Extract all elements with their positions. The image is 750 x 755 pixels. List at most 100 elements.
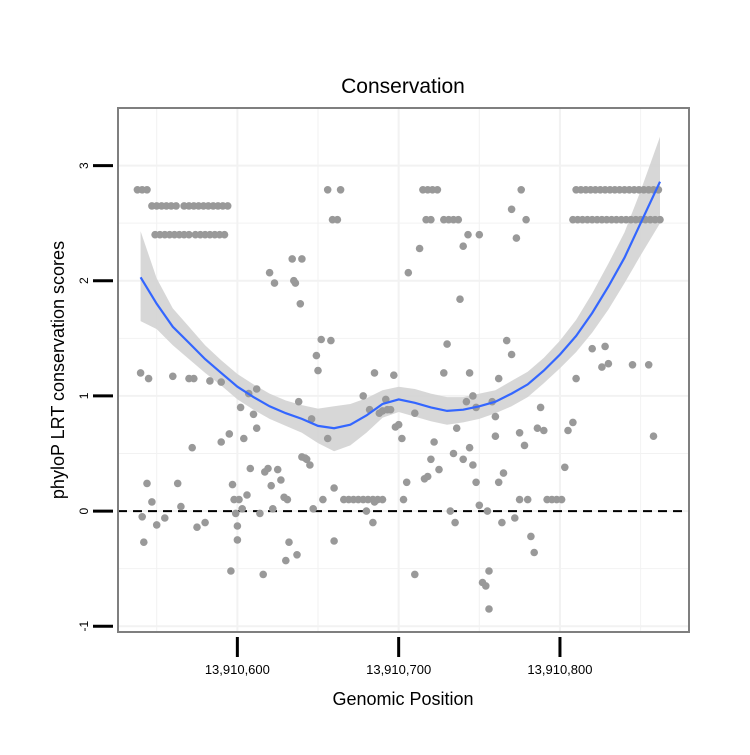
chart-title: Conservation bbox=[341, 75, 465, 98]
data-point bbox=[240, 434, 248, 443]
data-point bbox=[330, 537, 338, 545]
data-point bbox=[206, 377, 214, 385]
data-point bbox=[238, 505, 246, 513]
data-point bbox=[511, 514, 519, 522]
data-point bbox=[231, 509, 240, 518]
data-point bbox=[302, 455, 311, 464]
data-point bbox=[536, 403, 545, 412]
data-point bbox=[415, 244, 424, 253]
data-point bbox=[362, 507, 371, 515]
data-point bbox=[243, 491, 251, 499]
confidence-band bbox=[140, 136, 661, 452]
data-point bbox=[433, 186, 442, 194]
data-point bbox=[246, 464, 255, 473]
data-point bbox=[402, 478, 411, 487]
data-point bbox=[296, 300, 305, 308]
data-point bbox=[475, 501, 484, 510]
data-point bbox=[294, 397, 303, 406]
data-point bbox=[394, 420, 403, 429]
data-point bbox=[233, 522, 242, 530]
data-point bbox=[312, 351, 321, 360]
data-point bbox=[649, 432, 658, 441]
data-point bbox=[485, 605, 493, 613]
data-point bbox=[227, 567, 235, 575]
data-point bbox=[177, 502, 185, 511]
data-point bbox=[502, 336, 511, 345]
data-point bbox=[628, 361, 637, 369]
data-point bbox=[256, 509, 264, 518]
data-point bbox=[309, 505, 318, 513]
data-point bbox=[604, 359, 613, 368]
confidence-band-layer bbox=[140, 136, 661, 452]
data-point bbox=[307, 415, 316, 423]
data-point bbox=[522, 215, 530, 224]
data-point bbox=[530, 548, 538, 557]
data-point bbox=[435, 465, 443, 474]
data-point bbox=[252, 424, 261, 433]
x-tick-label: 13,910,800 bbox=[527, 662, 592, 677]
data-point bbox=[515, 495, 524, 504]
data-point bbox=[288, 255, 297, 263]
data-point bbox=[314, 366, 322, 375]
data-point bbox=[494, 374, 503, 383]
y-tick-label: 2 bbox=[77, 277, 91, 284]
data-point bbox=[148, 498, 156, 506]
data-point bbox=[540, 426, 548, 435]
data-point bbox=[370, 369, 379, 377]
data-point bbox=[459, 242, 468, 250]
data-point bbox=[601, 342, 609, 351]
data-point bbox=[319, 495, 327, 504]
data-point bbox=[236, 403, 245, 412]
data-point bbox=[185, 230, 193, 239]
data-point bbox=[482, 582, 490, 590]
data-point bbox=[143, 186, 151, 194]
data-point bbox=[464, 230, 472, 239]
data-point bbox=[515, 429, 524, 437]
data-point bbox=[235, 495, 243, 504]
data-point bbox=[140, 538, 148, 546]
x-tick-label: 13,910,600 bbox=[205, 662, 270, 677]
data-point bbox=[483, 507, 492, 515]
data-point bbox=[220, 230, 229, 239]
data-point bbox=[285, 538, 293, 546]
data-point bbox=[259, 570, 268, 579]
data-point bbox=[378, 495, 387, 504]
y-tick-label: 0 bbox=[77, 507, 91, 514]
data-point bbox=[427, 215, 435, 224]
data-point bbox=[323, 186, 332, 194]
data-point bbox=[454, 215, 463, 224]
data-point bbox=[459, 455, 468, 464]
data-point bbox=[440, 369, 448, 377]
data-point bbox=[269, 505, 277, 513]
data-point bbox=[293, 551, 301, 559]
data-point bbox=[228, 480, 237, 489]
data-point bbox=[306, 461, 314, 469]
data-point bbox=[520, 441, 529, 450]
data-point bbox=[462, 397, 471, 406]
data-point bbox=[173, 479, 182, 488]
data-point bbox=[333, 215, 342, 224]
data-point bbox=[469, 392, 477, 400]
data-point bbox=[161, 514, 169, 522]
data-point bbox=[193, 523, 201, 531]
data-point bbox=[152, 521, 161, 529]
data-point bbox=[443, 340, 451, 348]
data-point bbox=[644, 361, 653, 369]
data-point bbox=[499, 469, 508, 477]
data-point bbox=[317, 335, 326, 344]
data-point bbox=[298, 255, 306, 263]
data-point bbox=[523, 495, 532, 504]
data-point bbox=[283, 495, 292, 504]
data-point bbox=[233, 536, 242, 544]
y-tick-label: -1 bbox=[77, 621, 91, 632]
data-point bbox=[291, 279, 300, 287]
data-point bbox=[411, 409, 419, 418]
data-point bbox=[172, 202, 180, 210]
data-point bbox=[267, 481, 276, 490]
data-point bbox=[390, 371, 398, 380]
data-point bbox=[330, 484, 338, 492]
data-point bbox=[427, 455, 435, 464]
smooth-line-layer bbox=[139, 181, 661, 430]
